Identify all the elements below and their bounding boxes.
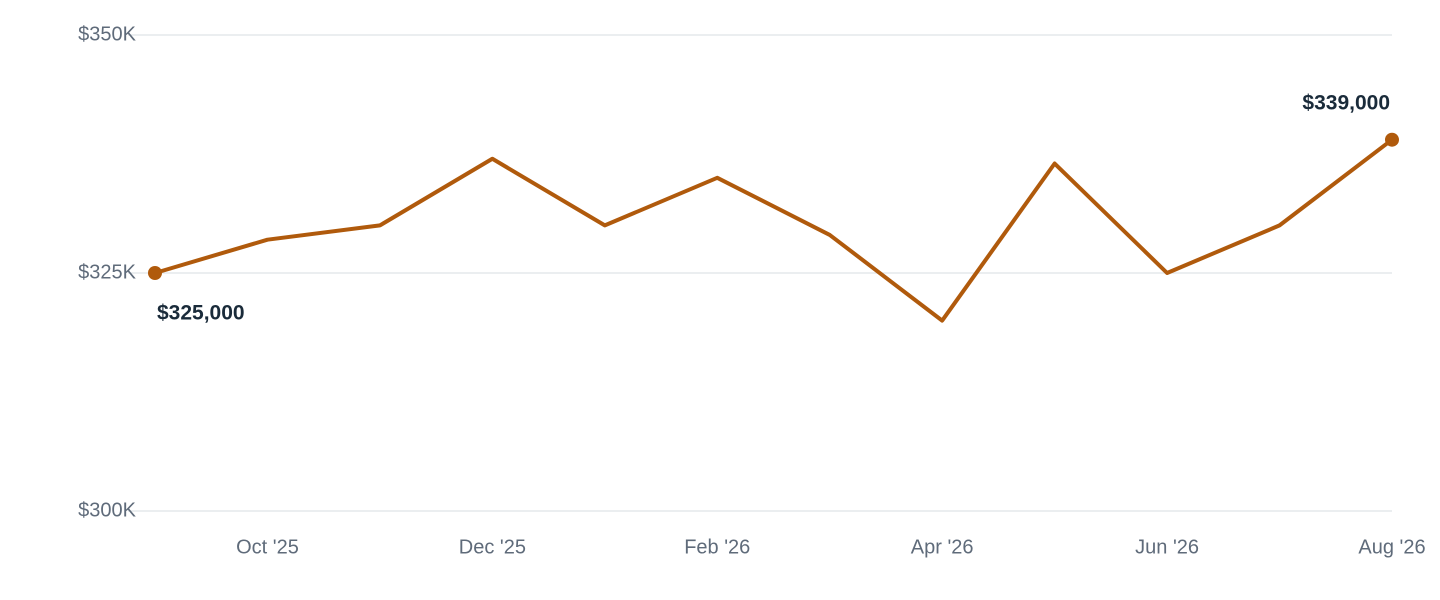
x-tick-label: Dec '25 [459, 536, 526, 558]
x-tick-label: Feb '26 [684, 536, 750, 558]
x-tick-label: Jun '26 [1135, 536, 1199, 558]
value-label: $325,000 [157, 302, 245, 325]
value-label: $339,000 [1302, 91, 1390, 114]
x-tick-label: Aug '26 [1358, 536, 1425, 558]
point [1385, 132, 1399, 147]
y-tick-label: $350K [78, 23, 136, 45]
y-tick-label: $300K [78, 499, 136, 521]
line [154, 138, 1394, 323]
x-tick-label: Oct '25 [236, 536, 299, 558]
x-tick-label: Apr '26 [911, 536, 974, 558]
y-tick-label: $325K [78, 261, 136, 283]
point [148, 266, 162, 280]
